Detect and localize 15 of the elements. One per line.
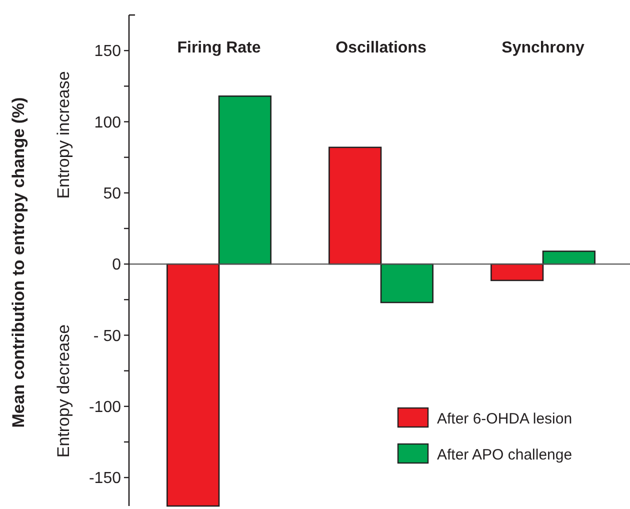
y-tick-label: -150: [88, 470, 122, 488]
x-tick-label: Firing Rate: [177, 40, 261, 57]
text: Entropy decrease: [54, 324, 73, 458]
x-tick-label: Oscillations: [336, 40, 426, 57]
y-tick-label: - 50: [93, 328, 122, 345]
y-tick-label: 150: [94, 43, 122, 60]
y-axis-title: Mean contribution to entropy change (%): [9, 97, 28, 428]
y-tick-label: 50: [103, 186, 122, 202]
legend-label: After APO challenge: [437, 446, 572, 464]
x-tick-label: Synchrony: [502, 40, 584, 57]
text: Entropy increase: [54, 71, 73, 199]
legend-label: After 6-OHDA lesion: [437, 410, 572, 428]
y-tick-label: -100: [88, 398, 122, 416]
y-tick-label: 0: [112, 256, 122, 274]
y-tick-label: 100: [94, 114, 122, 132]
